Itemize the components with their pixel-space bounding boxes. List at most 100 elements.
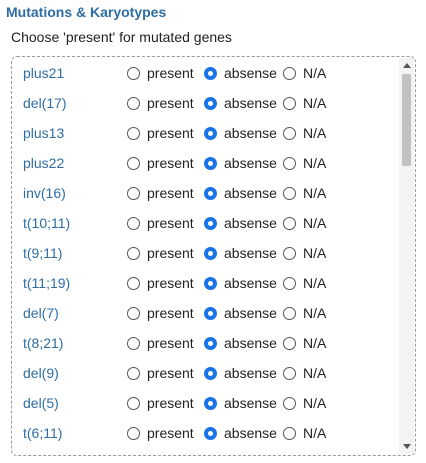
gene-label: plus21 [23,65,65,81]
radio-na[interactable] [283,306,296,320]
radio-option-present[interactable]: present [127,365,194,381]
radio-label-present: present [147,185,194,201]
radio-absense[interactable] [204,126,217,140]
radio-option-na[interactable]: N/A [283,335,326,351]
radio-na[interactable] [283,126,296,140]
gene-row: del(5) present absense N/A [12,388,397,418]
radio-present[interactable] [127,66,140,80]
radio-absense[interactable] [204,216,217,230]
radio-option-na[interactable]: N/A [283,305,326,321]
gene-options-box[interactable]: plus21 present absense N/A del(17) present abs… [11,56,416,456]
radio-option-absense[interactable]: absense [204,215,277,231]
gene-row: t(6;11) present absense N/A [12,418,397,448]
scroll-up-arrow-icon[interactable] [403,63,411,68]
radio-absense[interactable] [204,246,217,260]
radio-option-present[interactable]: present [127,305,194,321]
radio-option-absense[interactable]: absense [204,335,277,351]
radio-na[interactable] [283,96,296,110]
radio-option-present[interactable]: present [127,275,194,291]
radio-option-na[interactable]: N/A [283,275,326,291]
radio-option-present[interactable]: present [127,335,194,351]
radio-option-na[interactable]: N/A [283,395,326,411]
radio-option-absense[interactable]: absense [204,305,277,321]
radio-label-present: present [147,95,194,111]
radio-option-na[interactable]: N/A [283,155,326,171]
radio-present[interactable] [127,156,140,170]
radio-label-absense: absense [224,65,277,81]
radio-absense[interactable] [204,156,217,170]
gene-label: del(17) [23,95,67,111]
radio-absense[interactable] [204,396,217,410]
radio-option-na[interactable]: N/A [283,125,326,141]
radio-absense[interactable] [204,96,217,110]
radio-option-absense[interactable]: absense [204,365,277,381]
gene-label: t(11;19) [23,275,71,291]
radio-present[interactable] [127,426,140,440]
radio-option-absense[interactable]: absense [204,245,277,261]
scrollbar-thumb[interactable] [402,74,411,166]
radio-na[interactable] [283,336,296,350]
radio-option-na[interactable]: N/A [283,185,326,201]
radio-present[interactable] [127,96,140,110]
radio-option-present[interactable]: present [127,185,194,201]
radio-label-absense: absense [224,305,277,321]
radio-na[interactable] [283,216,296,230]
radio-absense[interactable] [204,426,217,440]
radio-option-present[interactable]: present [127,65,194,81]
radio-na[interactable] [283,246,296,260]
radio-na[interactable] [283,366,296,380]
radio-na[interactable] [283,276,296,290]
radio-present[interactable] [127,306,140,320]
radio-na[interactable] [283,66,296,80]
radio-option-na[interactable]: N/A [283,245,326,261]
radio-option-absense[interactable]: absense [204,95,277,111]
vertical-scrollbar[interactable] [399,58,414,454]
radio-option-present[interactable]: present [127,155,194,171]
radio-absense[interactable] [204,336,217,350]
radio-option-absense[interactable]: absense [204,65,277,81]
radio-label-present: present [147,125,194,141]
gene-label: t(8;21) [23,335,64,351]
radio-option-present[interactable]: present [127,245,194,261]
radio-label-absense: absense [224,125,277,141]
radio-option-present[interactable]: present [127,395,194,411]
radio-label-present: present [147,65,194,81]
radio-option-present[interactable]: present [127,125,194,141]
radio-absense[interactable] [204,366,217,380]
radio-na[interactable] [283,186,296,200]
radio-na[interactable] [283,396,296,410]
radio-option-na[interactable]: N/A [283,95,326,111]
radio-option-na[interactable]: N/A [283,65,326,81]
radio-option-na[interactable]: N/A [283,425,326,441]
radio-present[interactable] [127,246,140,260]
radio-present[interactable] [127,276,140,290]
radio-present[interactable] [127,216,140,230]
radio-absense[interactable] [204,276,217,290]
radio-option-absense[interactable]: absense [204,275,277,291]
radio-present[interactable] [127,366,140,380]
radio-option-absense[interactable]: absense [204,185,277,201]
radio-na[interactable] [283,426,296,440]
scroll-down-arrow-icon[interactable] [403,444,411,449]
radio-option-present[interactable]: present [127,425,194,441]
radio-absense[interactable] [204,306,217,320]
radio-present[interactable] [127,186,140,200]
radio-label-na: N/A [303,275,327,291]
radio-absense[interactable] [204,186,217,200]
radio-present[interactable] [127,126,140,140]
radio-option-present[interactable]: present [127,95,194,111]
radio-option-na[interactable]: N/A [283,215,326,231]
radio-option-absense[interactable]: absense [204,395,277,411]
radio-option-absense[interactable]: absense [204,125,277,141]
radio-na[interactable] [283,156,296,170]
radio-option-absense[interactable]: absense [204,425,277,441]
radio-absense[interactable] [204,66,217,80]
radio-label-na: N/A [303,215,327,231]
radio-option-na[interactable]: N/A [283,365,326,381]
radio-label-na: N/A [303,185,327,201]
radio-option-absense[interactable]: absense [204,155,277,171]
radio-present[interactable] [127,336,140,350]
radio-present[interactable] [127,396,140,410]
radio-option-present[interactable]: present [127,215,194,231]
radio-label-na: N/A [303,155,327,171]
